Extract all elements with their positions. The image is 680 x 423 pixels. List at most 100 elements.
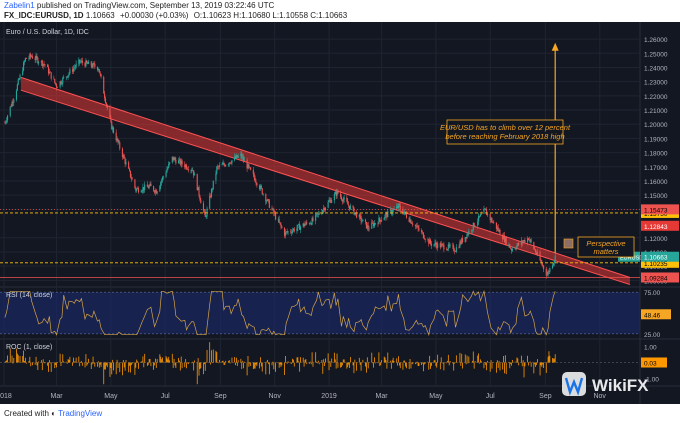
candle-body — [509, 244, 511, 248]
candle-body — [131, 178, 133, 180]
candle-body — [361, 221, 363, 222]
candle-body — [262, 194, 264, 195]
candle-body — [122, 155, 124, 157]
candle-body — [437, 243, 439, 248]
candle-body — [286, 231, 288, 233]
candle-body — [218, 165, 221, 167]
candle-body — [48, 71, 50, 74]
publish-line: Zabelin1 published on TradingView.com, S… — [4, 1, 274, 10]
candle-body — [335, 192, 337, 196]
candle-body — [349, 205, 351, 210]
candle-body — [34, 58, 36, 60]
candle-body — [149, 183, 151, 187]
candle-body — [356, 212, 358, 218]
candle-body — [249, 167, 251, 168]
candle-body — [43, 63, 45, 65]
candle-body — [30, 54, 32, 57]
price-tag — [641, 251, 679, 262]
time-tick-label: 2018 — [0, 393, 12, 400]
rsi-value-label: 48.46 — [644, 312, 661, 319]
candle-body — [318, 213, 320, 215]
candle-body — [91, 66, 93, 68]
candle-body — [259, 185, 262, 190]
price-chart[interactable]: 1.26000 1.25000 1.24000 1.23000 1.22000 1.210… — [0, 22, 680, 404]
candle-body — [329, 199, 331, 201]
candle-body — [453, 245, 455, 251]
candle-body — [18, 79, 20, 80]
time-tick-label: Mar — [51, 393, 64, 400]
candle-body — [53, 78, 55, 80]
candle-body — [63, 77, 65, 78]
tradingview-link[interactable]: TradingView — [58, 409, 103, 418]
level-price-label: 1.10235 — [644, 261, 668, 268]
candle-body — [240, 153, 242, 156]
candle-body — [25, 57, 27, 59]
candle-body — [211, 188, 213, 190]
candle-body — [252, 169, 254, 175]
candle-body — [248, 164, 250, 168]
candle-body — [459, 241, 461, 248]
candle-body — [62, 77, 64, 84]
time-tick-label: Nov — [593, 393, 606, 400]
candle-body — [50, 72, 52, 79]
candle-body — [503, 235, 505, 240]
candle-body — [328, 200, 330, 202]
candle-body — [337, 190, 339, 194]
candle-body — [81, 60, 83, 63]
candle-body — [242, 156, 244, 158]
candle-body — [505, 237, 507, 245]
candle-body — [119, 142, 121, 149]
candle-body — [454, 250, 456, 252]
candle-body — [372, 222, 374, 224]
candle-body — [140, 191, 142, 193]
candle-body — [298, 224, 300, 225]
candle-body — [36, 55, 38, 58]
candle-body — [97, 69, 99, 70]
wikifx-logo: WikiFX — [562, 372, 649, 396]
roc-tick-label: -1.00 — [644, 377, 659, 384]
candle-body — [511, 249, 514, 251]
candle-body — [397, 203, 400, 208]
candle-body — [439, 243, 441, 248]
symbol-tag-label: EURUSD — [620, 256, 643, 262]
candle-body — [467, 233, 469, 235]
candle-body — [385, 213, 387, 215]
candle-body — [528, 240, 530, 241]
candle-body — [267, 199, 270, 201]
candle-body — [161, 180, 163, 183]
candle-body — [341, 199, 343, 202]
candle-body — [162, 176, 164, 178]
candle-body — [490, 218, 492, 220]
candle-body — [4, 122, 6, 124]
candle-body — [168, 163, 170, 168]
candle-body — [29, 54, 31, 58]
price-tag-label: 1.12843 — [644, 224, 668, 231]
candle-body — [222, 163, 224, 165]
candle-body — [359, 214, 361, 217]
candle-body — [317, 213, 319, 215]
candle-body — [471, 229, 473, 231]
candle-body — [296, 228, 298, 232]
candle-body — [19, 74, 21, 80]
candle-body — [447, 244, 449, 250]
candle-body — [404, 211, 406, 213]
candle-body — [99, 72, 101, 75]
candle-body — [250, 167, 252, 170]
candle-body — [323, 208, 325, 211]
candle-body — [330, 199, 332, 203]
candle-body — [539, 252, 541, 261]
candle-body — [49, 71, 51, 73]
candle-body — [110, 117, 112, 122]
candle-body — [390, 209, 392, 214]
price-change: +0.00030 (+0.03%) — [119, 11, 189, 20]
candle-body — [368, 228, 370, 230]
candle-body — [12, 101, 14, 103]
candle-body — [299, 226, 302, 230]
author-link[interactable]: Zabelin1 — [4, 1, 35, 10]
candle-body — [458, 247, 460, 248]
candle-body — [221, 164, 223, 166]
candle-body — [109, 108, 111, 118]
candle-body — [16, 84, 18, 91]
candle-body — [148, 186, 150, 189]
candle-body — [42, 63, 44, 67]
